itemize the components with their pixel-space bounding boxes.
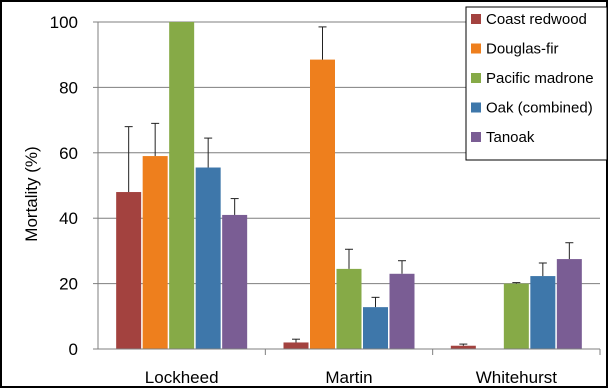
bar-oak-combined--martin [363,307,388,349]
bars [116,22,582,349]
legend-swatch [471,43,481,54]
bar-douglas-fir-martin [310,59,335,349]
y-tick-label: 80 [59,78,78,97]
legend-label: Tanoak [486,129,535,146]
bar-douglas-fir-lockheed [142,156,168,349]
legend-label: Coast redwood [486,11,587,28]
y-axis-label: Mortality (%) [22,146,41,241]
y-tick-label: 40 [59,209,78,228]
bar-coast-redwood-lockheed [116,192,142,349]
bar-tanoak-martin [389,273,415,349]
y-tick-label: 100 [50,13,78,32]
bar-tanoak-lockheed [222,214,248,349]
legend-swatch [471,102,481,113]
bar-oak-combined--lockheed [195,167,221,349]
bar-pacific-madrone-martin [336,268,362,349]
legend-label: Douglas-fir [486,41,559,58]
y-tick-label: 60 [59,144,78,163]
y-tick-label: 0 [69,340,78,359]
bar-tanoak-whitehurst [556,259,582,349]
legend-swatch [471,14,481,24]
legend-box [465,6,608,161]
bar-pacific-madrone-whitehurst [503,283,529,349]
x-category-labels: Lockheed Martin Whitehurst [145,368,557,387]
y-tick-labels: 0 20 40 60 80 100 [50,13,78,359]
legend-swatch [471,132,481,142]
legend-label: Oak (combined) [486,100,593,117]
legend-label: Pacific madrone [486,70,594,87]
bar-coast-redwood-martin [283,342,309,349]
axes [93,21,601,355]
y-tick-label: 20 [59,275,78,294]
bar-oak-combined--whitehurst [530,276,556,349]
x-category-label: Lockheed [145,368,219,387]
legend-swatch [471,73,481,83]
x-category-label: Whitehurst [476,368,558,387]
bar-pacific-madrone-lockheed [169,22,195,349]
x-category-label: Martin [325,368,372,387]
legend: Coast redwood Douglas-fir Pacific madrone O… [465,6,608,161]
bar-coast-redwood-whitehurst [450,345,476,349]
